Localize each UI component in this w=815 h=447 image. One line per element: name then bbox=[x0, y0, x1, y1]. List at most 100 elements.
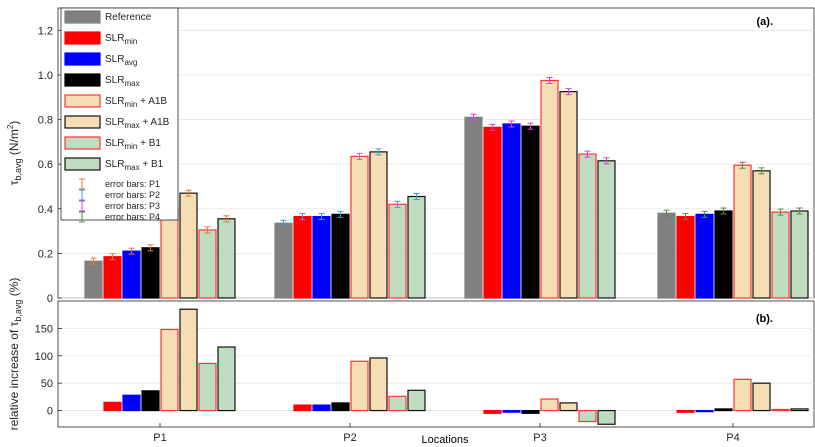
x-tick-label: P3 bbox=[533, 432, 546, 444]
bar bbox=[350, 155, 369, 299]
bar bbox=[103, 256, 122, 299]
bar bbox=[388, 395, 407, 412]
y-tick-label: 1.2 bbox=[38, 25, 53, 37]
bar bbox=[676, 215, 695, 299]
bar bbox=[179, 192, 198, 299]
bar bbox=[521, 125, 540, 299]
legend-swatch bbox=[64, 52, 101, 66]
bar bbox=[103, 401, 122, 412]
legend-label-tail: + A1B bbox=[137, 96, 167, 107]
bar bbox=[752, 170, 771, 299]
bar bbox=[198, 362, 217, 412]
bar bbox=[312, 404, 331, 412]
bar bbox=[578, 153, 597, 299]
y-axis-label-unit: (N/m bbox=[7, 129, 21, 158]
bar bbox=[350, 360, 369, 412]
legend-label-main: SLR bbox=[105, 96, 124, 107]
y-axis-label-unit: (%) bbox=[7, 278, 21, 300]
x-axis-label: Locations bbox=[421, 434, 469, 446]
bar bbox=[122, 394, 141, 412]
legend-label-sub: min bbox=[124, 100, 137, 109]
legend-label-sub: min bbox=[124, 37, 137, 46]
bar bbox=[559, 402, 578, 412]
bar bbox=[293, 215, 312, 299]
legend-label: SLRmin + A1B bbox=[105, 96, 167, 109]
legend-label: SLRmin + B1 bbox=[105, 138, 161, 151]
bar bbox=[407, 195, 426, 299]
y-tick-label: 0 bbox=[47, 406, 53, 418]
y-axis-label-main: relative increase of τ bbox=[7, 321, 21, 430]
bar bbox=[695, 409, 714, 413]
bar bbox=[540, 398, 559, 412]
y-axis-label: τb,avg (N/m2) bbox=[6, 121, 23, 186]
bar bbox=[714, 408, 733, 412]
bar bbox=[388, 203, 407, 299]
y-axis-label-sub: b,avg bbox=[13, 300, 23, 322]
bar bbox=[752, 382, 771, 412]
legend-label-main: SLR bbox=[105, 54, 124, 65]
legend-label-sub: min bbox=[124, 142, 137, 151]
bar bbox=[160, 207, 179, 299]
legend-label-sub: avg bbox=[124, 58, 137, 67]
y-tick-label: 50 bbox=[41, 378, 53, 390]
legend-swatch bbox=[64, 94, 101, 108]
legend-label: SLRmin bbox=[105, 33, 137, 46]
panel-a-label: (a). bbox=[757, 16, 774, 28]
legend-label-sub: max bbox=[124, 163, 139, 172]
y-axis-label-sub: b,avg bbox=[13, 159, 23, 181]
legend-label-main: SLR bbox=[105, 159, 124, 170]
legend-label: SLRmax + A1B bbox=[105, 117, 170, 130]
bar bbox=[597, 409, 616, 425]
bar bbox=[293, 404, 312, 412]
bar bbox=[331, 402, 350, 412]
bar bbox=[790, 408, 809, 412]
bar bbox=[407, 389, 426, 412]
bar bbox=[540, 79, 559, 299]
legend-swatch bbox=[64, 73, 101, 87]
bar bbox=[217, 218, 236, 299]
legend-errorbar-label: error bars: P2 bbox=[105, 190, 160, 200]
legend-label-main: Reference bbox=[105, 12, 152, 23]
legend-errorbar-label: error bars: P4 bbox=[105, 212, 160, 222]
legend-label-sub: max bbox=[124, 121, 139, 130]
y-axis-label-main: τ bbox=[7, 180, 21, 185]
bar bbox=[733, 378, 752, 412]
legend-label-sub: max bbox=[124, 79, 139, 88]
legend-errorbar-label: error bars: P1 bbox=[105, 179, 160, 189]
y-tick-label: 1.0 bbox=[38, 70, 53, 82]
panel-a: 0 0.2 0.4 0.6 0.8 1.0 1.2 τb,avg (N/m2) bbox=[6, 7, 815, 305]
y-tick-label: 0.2 bbox=[38, 248, 53, 260]
legend-label-main: SLR bbox=[105, 138, 124, 149]
bar bbox=[657, 212, 676, 299]
bar bbox=[521, 409, 540, 414]
bar bbox=[695, 213, 714, 299]
legend-label: SLRavg bbox=[105, 54, 137, 67]
bar bbox=[84, 260, 103, 299]
legend-label: Reference bbox=[105, 12, 152, 23]
bar bbox=[274, 222, 293, 299]
legend-label-tail: + B1 bbox=[140, 159, 164, 170]
bar bbox=[312, 215, 331, 299]
legend-label: SLRmax + B1 bbox=[105, 159, 164, 172]
legend-label-main: SLR bbox=[105, 33, 124, 44]
bar bbox=[676, 409, 695, 413]
panel-b-label: (b). bbox=[756, 313, 773, 325]
legend-swatch bbox=[64, 157, 101, 171]
legend-label-tail: + A1B bbox=[140, 117, 170, 128]
bar bbox=[369, 357, 388, 412]
bar bbox=[483, 409, 502, 414]
legend-label: SLRmax bbox=[105, 75, 140, 88]
bar bbox=[179, 308, 198, 412]
legend-errorbar-label: error bars: P3 bbox=[105, 201, 160, 211]
legend-swatch bbox=[64, 136, 101, 150]
legend-swatch bbox=[64, 31, 101, 45]
bar bbox=[217, 346, 236, 412]
bar bbox=[198, 229, 217, 299]
bar bbox=[141, 247, 160, 299]
legend-label-tail: + B1 bbox=[137, 138, 161, 149]
bar bbox=[790, 210, 809, 299]
bar bbox=[160, 328, 179, 412]
bar bbox=[464, 116, 483, 299]
bar bbox=[714, 210, 733, 299]
